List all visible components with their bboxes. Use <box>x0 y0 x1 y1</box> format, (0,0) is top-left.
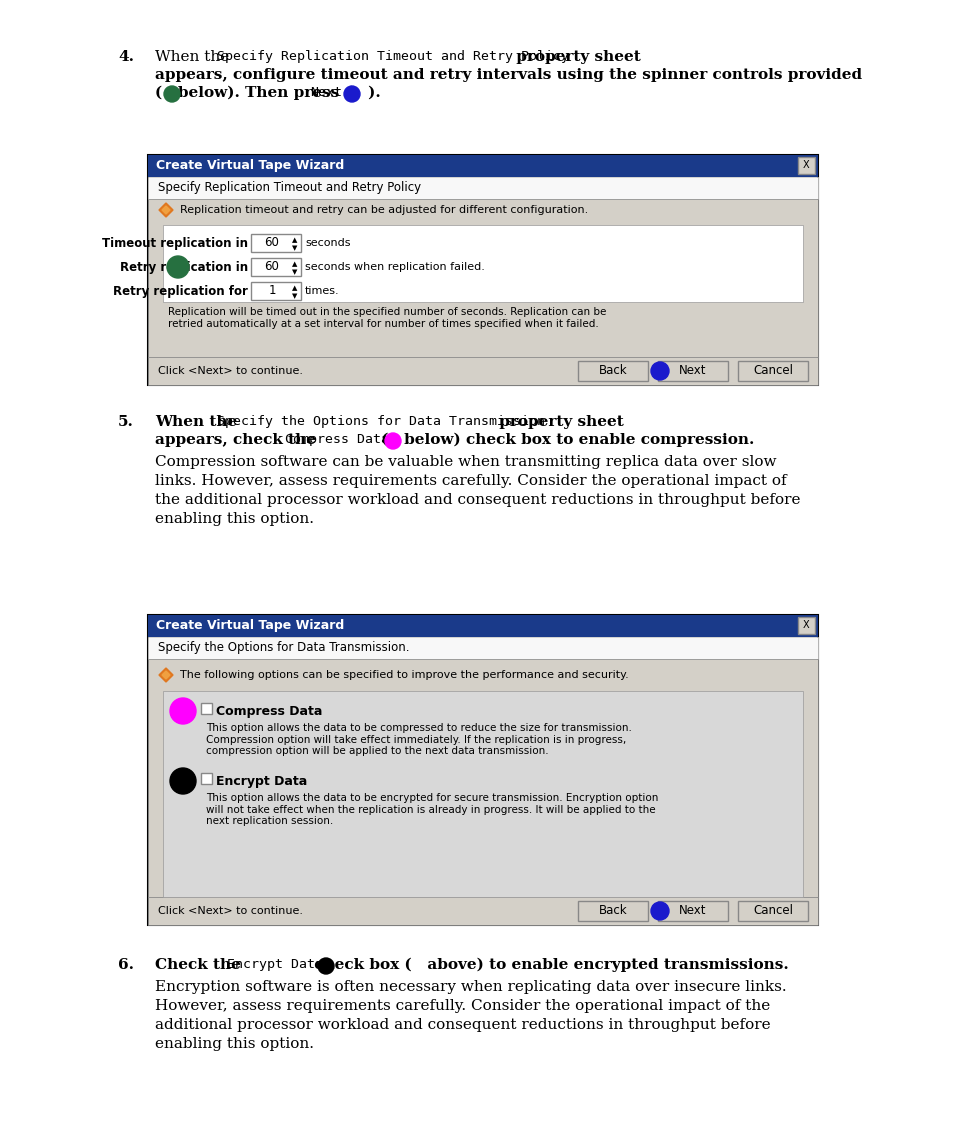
Circle shape <box>170 768 195 793</box>
Text: 5.: 5. <box>118 414 133 429</box>
Text: Specify Replication Timeout and Retry Policy: Specify Replication Timeout and Retry Po… <box>158 182 420 195</box>
Circle shape <box>164 86 180 102</box>
Bar <box>148 155 817 177</box>
Bar <box>797 157 814 174</box>
Bar <box>148 637 817 660</box>
Text: Back: Back <box>598 364 627 378</box>
Text: When the: When the <box>154 414 242 429</box>
Text: When the: When the <box>154 50 233 64</box>
Text: Click <Next> to continue.: Click <Next> to continue. <box>158 366 303 376</box>
Polygon shape <box>159 668 172 682</box>
Text: Compress Data: Compress Data <box>215 704 322 718</box>
Text: Next: Next <box>679 905 706 917</box>
Text: Specify Replication Timeout and Retry Policy: Specify Replication Timeout and Retry Po… <box>216 50 568 63</box>
Bar <box>797 617 814 634</box>
Text: Encryption software is often necessary when replicating data over insecure links: Encryption software is often necessary w… <box>154 980 786 1051</box>
Text: Specify the Options for Data Transmission: Specify the Options for Data Transmissio… <box>216 414 544 428</box>
Text: Replication timeout and retry can be adjusted for different configuration.: Replication timeout and retry can be adj… <box>180 205 588 215</box>
Text: The following options can be specified to improve the performance and security.: The following options can be specified t… <box>180 670 628 680</box>
Text: Check the: Check the <box>154 958 246 972</box>
Text: Encrypt Data: Encrypt Data <box>215 774 307 788</box>
Text: property sheet: property sheet <box>511 50 640 64</box>
Text: Create Virtual Tape Wizard: Create Virtual Tape Wizard <box>156 619 344 632</box>
Bar <box>148 897 817 925</box>
Text: This option allows the data to be compressed to reduce the size for transmission: This option allows the data to be compre… <box>206 722 631 756</box>
Bar <box>148 615 817 637</box>
Circle shape <box>167 256 189 278</box>
Bar <box>578 361 647 381</box>
Bar <box>148 199 817 357</box>
Bar <box>658 361 727 381</box>
Bar <box>578 901 647 921</box>
Circle shape <box>385 433 400 449</box>
Bar <box>658 901 727 921</box>
Polygon shape <box>162 671 170 679</box>
Circle shape <box>317 958 334 974</box>
Text: Click <Next> to continue.: Click <Next> to continue. <box>158 906 303 916</box>
Bar <box>738 901 807 921</box>
Text: 60: 60 <box>264 237 279 250</box>
Text: (   ).: ( ). <box>339 86 380 100</box>
Text: Next: Next <box>310 86 341 98</box>
Text: Cancel: Cancel <box>752 364 792 378</box>
Bar <box>251 258 301 276</box>
Text: This option allows the data to be encrypted for secure transmission. Encryption : This option allows the data to be encryp… <box>206 793 658 827</box>
Text: property sheet: property sheet <box>494 414 623 429</box>
Bar <box>148 660 817 897</box>
Text: Replication will be timed out in the specified number of seconds. Replication ca: Replication will be timed out in the spe… <box>168 307 606 329</box>
Text: ▼: ▼ <box>292 293 297 299</box>
Text: Compression software can be valuable when transmitting replica data over slow
li: Compression software can be valuable whe… <box>154 455 800 526</box>
Circle shape <box>650 902 668 919</box>
Polygon shape <box>159 203 172 218</box>
Text: ▲: ▲ <box>292 237 297 243</box>
Text: ▼: ▼ <box>292 269 297 275</box>
Bar <box>251 282 301 300</box>
Text: ▲: ▲ <box>292 261 297 267</box>
Circle shape <box>344 86 359 102</box>
Text: Encrypt Data: Encrypt Data <box>227 958 323 971</box>
Bar <box>163 690 802 897</box>
Text: ▲: ▲ <box>292 285 297 291</box>
Text: (   below) check box to enable compression.: ( below) check box to enable compression… <box>375 433 754 448</box>
Bar <box>148 615 817 925</box>
Text: Next: Next <box>679 364 706 378</box>
Text: ▼: ▼ <box>292 245 297 251</box>
Bar <box>251 234 301 252</box>
Text: X: X <box>801 619 808 630</box>
Polygon shape <box>162 206 170 214</box>
Text: Specify the Options for Data Transmission.: Specify the Options for Data Transmissio… <box>158 641 409 655</box>
Text: X: X <box>801 160 808 169</box>
Bar <box>738 361 807 381</box>
Text: Cancel: Cancel <box>752 905 792 917</box>
Text: Retry replication for: Retry replication for <box>113 284 248 298</box>
Text: 6.: 6. <box>118 958 133 972</box>
Bar <box>148 357 817 385</box>
Text: Back: Back <box>598 905 627 917</box>
Bar <box>148 177 817 199</box>
Text: 60: 60 <box>264 261 279 274</box>
Text: 1: 1 <box>268 284 275 298</box>
Text: appears, configure timeout and retry intervals using the spinner controls provid: appears, configure timeout and retry int… <box>154 68 862 82</box>
Circle shape <box>170 698 195 724</box>
Bar <box>163 226 802 302</box>
Text: 4.: 4. <box>118 50 133 64</box>
Bar <box>148 155 817 385</box>
Text: seconds when replication failed.: seconds when replication failed. <box>305 262 484 273</box>
Text: appears, check the: appears, check the <box>154 433 321 447</box>
Text: Retry replication in: Retry replication in <box>120 261 248 274</box>
Bar <box>201 773 212 784</box>
Text: times.: times. <box>305 286 339 297</box>
Text: Timeout replication in: Timeout replication in <box>102 237 248 250</box>
Text: check box (   above) to enable encrypted transmissions.: check box ( above) to enable encrypted t… <box>309 958 788 972</box>
Circle shape <box>650 362 668 380</box>
Text: Create Virtual Tape Wizard: Create Virtual Tape Wizard <box>156 159 344 173</box>
Bar <box>201 703 212 714</box>
Text: (   below). Then press: ( below). Then press <box>154 86 344 101</box>
Text: Compress Data: Compress Data <box>285 433 389 447</box>
Text: seconds: seconds <box>305 238 350 248</box>
